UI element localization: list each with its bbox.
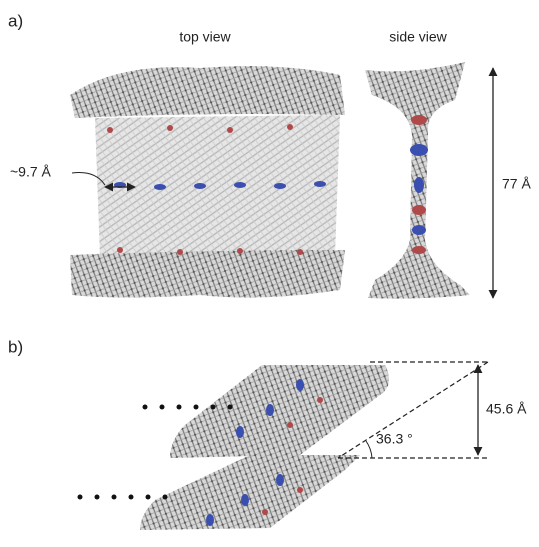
packing-structure [140, 365, 389, 530]
panel-label: a) [8, 11, 23, 30]
dimension-label: ~9.7 Å [10, 164, 52, 180]
panel-label: b) [8, 337, 23, 356]
side-view-structure [365, 62, 470, 299]
view-title: side view [389, 29, 447, 45]
angle-arc [366, 441, 372, 458]
figure: a) top view side view 77 Å ~9.7 Å b) [0, 0, 539, 547]
view-title: top view [179, 29, 231, 45]
top-view-structure [70, 66, 345, 297]
dimension-label: 77 Å [502, 176, 531, 192]
angle-label: 36.3 ° [376, 431, 413, 447]
dimension-label: 45.6 Å [486, 401, 527, 417]
